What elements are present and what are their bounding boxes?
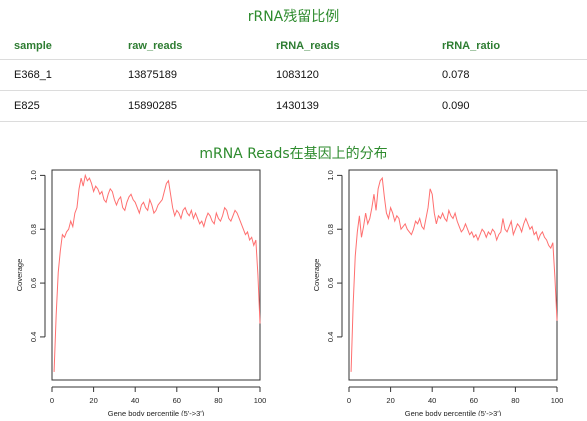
y-tick-label: 1.0	[29, 170, 38, 180]
table-row: E825 15890285 1430139 0.090	[0, 90, 587, 122]
table-row: E368_1 13875189 1083120 0.078	[0, 59, 587, 91]
cell-rrna-reads: 1083120	[262, 59, 428, 91]
x-tick-label: 0	[347, 396, 351, 405]
plot-frame	[348, 169, 558, 381]
y-tick-label: 0.8	[29, 224, 38, 234]
x-tick-label: 80	[511, 396, 519, 405]
mrna-section-title: mRNA Reads在基因上的分布	[199, 146, 388, 162]
cell-rrna-ratio: 0.078	[428, 59, 587, 91]
x-axis-label: Gene body percentile (5'->3')	[405, 409, 502, 416]
y-axis-label: Coverage	[312, 259, 321, 292]
y-tick-label: 0.8	[326, 224, 335, 234]
rrna-table: sample raw_reads rRNA_reads rRNA_ratio E…	[0, 33, 587, 122]
cell-sample: E825	[0, 90, 114, 122]
y-tick-label: 0.6	[326, 278, 335, 288]
x-tick-label: 40	[131, 396, 139, 405]
x-tick-label: 20	[89, 396, 97, 405]
plot-frame	[51, 169, 261, 381]
cell-sample: E368_1	[0, 59, 114, 91]
coverage-chart-2-svg: 0 20 40 60 80 100 0.4 0.6 0.8 1.0 Gene body percen…	[312, 169, 564, 418]
cell-rrna-ratio: 0.090	[428, 90, 587, 122]
coverage-chart-1-svg: 0 20 40 60 80 100 0.4 0.6 0.8 1.0 Gene body percen…	[15, 169, 267, 418]
cell-rrna-reads: 1430139	[262, 90, 428, 122]
x-tick-label: 20	[386, 396, 394, 405]
y-tick-label: 0.4	[326, 332, 335, 342]
y-tick-label: 0.6	[29, 278, 38, 288]
coverage-plot-1: 0 20 40 60 80 100 0.4 0.6 0.8 1.0 Gene body percen…	[10, 160, 270, 418]
coverage-series-line	[53, 173, 261, 372]
coverage-series-line	[350, 176, 558, 372]
table-header-row: sample raw_reads rRNA_reads rRNA_ratio	[0, 33, 587, 60]
x-tick-label: 100	[254, 396, 267, 405]
x-tick-label: 60	[173, 396, 181, 405]
x-tick-label: 60	[470, 396, 478, 405]
x-axis-label: Gene body percentile (5'->3')	[108, 409, 205, 416]
column-header-rrna-ratio: rRNA_ratio	[428, 33, 587, 60]
rrna-section-title: rRNA残留比例	[247, 9, 340, 25]
coverage-plot-2: 0 20 40 60 80 100 0.4 0.6 0.8 1.0 Gene body percen…	[307, 160, 567, 418]
x-tick-label: 100	[551, 396, 564, 405]
x-tick-label: 0	[50, 396, 54, 405]
cell-raw-reads: 13875189	[114, 59, 262, 91]
y-axis-label: Coverage	[15, 259, 24, 292]
cell-raw-reads: 15890285	[114, 90, 262, 122]
column-header-sample: sample	[0, 33, 114, 60]
x-tick-label: 80	[214, 396, 222, 405]
column-header-rrna-reads: rRNA_reads	[262, 33, 428, 60]
y-tick-label: 1.0	[326, 170, 335, 180]
column-header-raw-reads: raw_reads	[114, 33, 262, 60]
x-tick-label: 40	[428, 396, 436, 405]
y-tick-label: 0.4	[29, 332, 38, 342]
